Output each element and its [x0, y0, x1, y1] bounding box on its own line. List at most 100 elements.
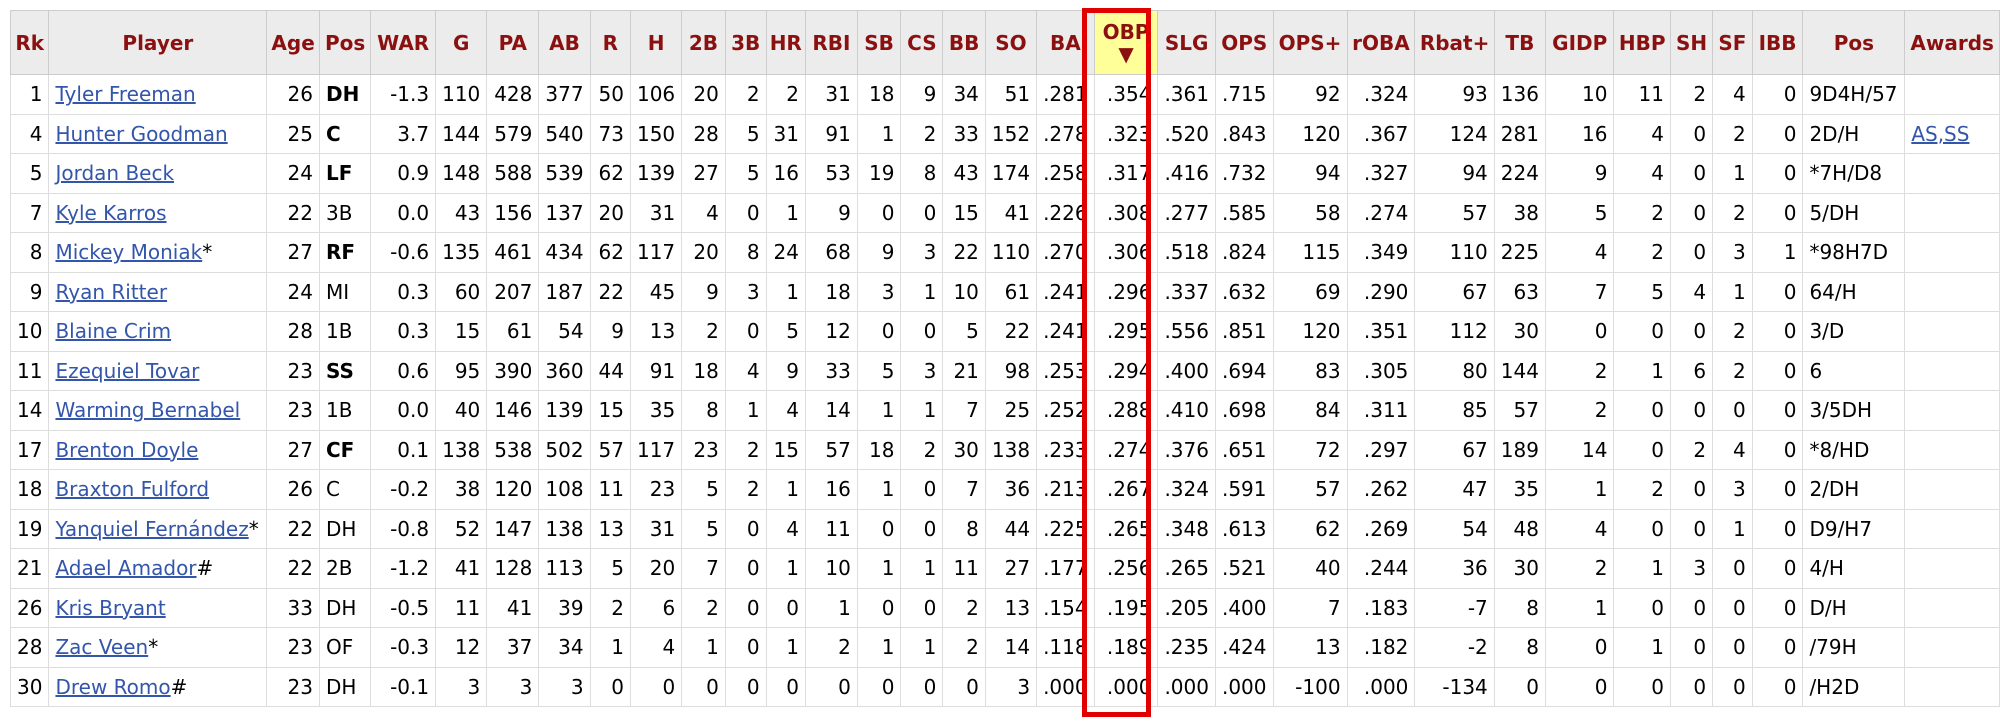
cell: .267 [1093, 469, 1159, 510]
cell-text: 27 [287, 437, 313, 462]
cell: 2 [589, 587, 631, 628]
column-header[interactable]: PA [486, 10, 540, 75]
column-header[interactable]: TB [1493, 10, 1546, 75]
cell: 5 [1613, 271, 1671, 312]
cell: 428 [486, 74, 540, 115]
column-header[interactable]: G [435, 10, 488, 75]
cell-text: 0 [1693, 200, 1707, 225]
column-header[interactable]: OPS [1214, 10, 1274, 75]
cell-text: -0.2 [390, 477, 430, 502]
column-header[interactable]: CS [900, 10, 944, 75]
cell-text: 2 [1693, 437, 1707, 462]
cell-text: 2B [325, 556, 353, 581]
cell: .400 [1214, 587, 1274, 628]
cell-text: 189 [1500, 437, 1539, 462]
cell: DH [318, 666, 372, 707]
cell-text: 4 [1693, 279, 1707, 304]
column-header[interactable]: 3B [724, 10, 767, 75]
column-header[interactable]: HR [765, 10, 806, 75]
column-header[interactable]: IBB [1751, 10, 1804, 75]
cell-text: 0 [923, 516, 937, 541]
column-header[interactable]: AB [538, 10, 591, 75]
player-link[interactable]: Ezequiel Tovar [55, 358, 200, 383]
column-header[interactable]: Pos [1802, 10, 1906, 75]
cell: -1.2 [370, 548, 437, 589]
cell: 13 [1272, 627, 1348, 668]
column-header[interactable]: H [629, 10, 683, 75]
cell: 28 [266, 311, 320, 352]
cell-text: 120 [1302, 319, 1341, 344]
column-header[interactable]: Rk [9, 10, 50, 75]
cell: 84 [1272, 390, 1348, 431]
cell: 3.7 [370, 113, 437, 154]
cell-text: .270 [1043, 240, 1088, 265]
cell: 73 [589, 113, 631, 154]
column-header[interactable]: R [589, 10, 631, 75]
player-link[interactable]: Braxton Fulford [55, 477, 210, 502]
cell-text: 1 [923, 635, 937, 660]
column-header[interactable]: SB [856, 10, 902, 75]
cell-text: .843 [1221, 121, 1267, 146]
column-header[interactable]: WAR [370, 10, 437, 75]
cell: Hunter Goodman [48, 113, 268, 154]
player-link[interactable]: Warming Bernabel [55, 398, 241, 423]
column-header[interactable]: Rbat+ [1414, 10, 1495, 75]
cell: 8 [1493, 627, 1546, 668]
player-link[interactable]: Jordan Beck [55, 161, 175, 186]
column-header[interactable]: RBI [804, 10, 858, 75]
column-header[interactable]: SLG [1157, 10, 1216, 75]
player-link[interactable]: Drew Romo [55, 674, 171, 699]
header-text: SF [1718, 30, 1747, 55]
player-link[interactable]: Mickey Moniak [55, 240, 203, 265]
player-link[interactable]: Kris Bryant [55, 595, 166, 620]
cell: 2 [681, 311, 726, 352]
cell: 57 [1272, 469, 1348, 510]
cell: 5 [856, 350, 902, 391]
cell: 281 [1493, 113, 1546, 154]
column-header[interactable]: Player [48, 10, 268, 75]
cell: 0 [724, 548, 767, 589]
player-link[interactable]: Yanquiel Fernández [55, 516, 249, 541]
player-link[interactable]: Brenton Doyle [55, 437, 199, 462]
column-header[interactable]: SH [1669, 10, 1714, 75]
cell: 0.0 [370, 390, 437, 431]
cell-text: 51 [1004, 82, 1031, 107]
cell: SS [318, 350, 372, 391]
column-header[interactable]: SF [1712, 10, 1753, 75]
player-link[interactable]: Tyler Freeman [55, 82, 196, 107]
cell-text: 1 [881, 121, 895, 146]
player-link[interactable]: Zac Veen [55, 635, 149, 660]
column-header[interactable]: SO [984, 10, 1038, 75]
column-header[interactable]: Pos [318, 10, 372, 75]
cell: 16 [804, 469, 858, 510]
player-link[interactable]: Blaine Crim [55, 319, 172, 344]
column-header[interactable]: Age [266, 10, 320, 75]
cell-text: 22 [598, 279, 624, 304]
player-link[interactable]: Adael Amador [55, 556, 197, 581]
cell-text: 54 [1462, 516, 1488, 541]
player-link[interactable]: Ryan Ritter [55, 279, 168, 304]
cell: 27 [266, 429, 320, 470]
cell: .337 [1157, 271, 1216, 312]
cell-text: .274 [1363, 200, 1409, 225]
player-link[interactable]: Hunter Goodman [55, 121, 228, 146]
cell-text: 120 [494, 477, 533, 502]
cell: 27 [266, 232, 320, 273]
column-header[interactable]: BA [1036, 10, 1095, 75]
cell: 0 [1712, 587, 1753, 628]
cell: 0 [1751, 666, 1804, 707]
column-header[interactable]: Awards [1904, 10, 2000, 75]
cell: 5 [765, 311, 806, 352]
column-header[interactable]: rOBA [1346, 10, 1416, 75]
cell-text: 3/5DH [1809, 398, 1873, 423]
column-header[interactable]: GIDP [1544, 10, 1615, 75]
column-header[interactable]: OBP ▼ [1093, 10, 1159, 75]
player-link[interactable]: Kyle Karros [55, 200, 167, 225]
cell-text: 579 [494, 121, 533, 146]
column-header[interactable]: BB [942, 10, 986, 75]
cell-text: 0 [1732, 635, 1746, 660]
award-link[interactable]: AS,SS [1911, 121, 1970, 146]
column-header[interactable]: HBP [1613, 10, 1671, 75]
column-header[interactable]: OPS+ [1272, 10, 1348, 75]
column-header[interactable]: 2B [681, 10, 726, 75]
